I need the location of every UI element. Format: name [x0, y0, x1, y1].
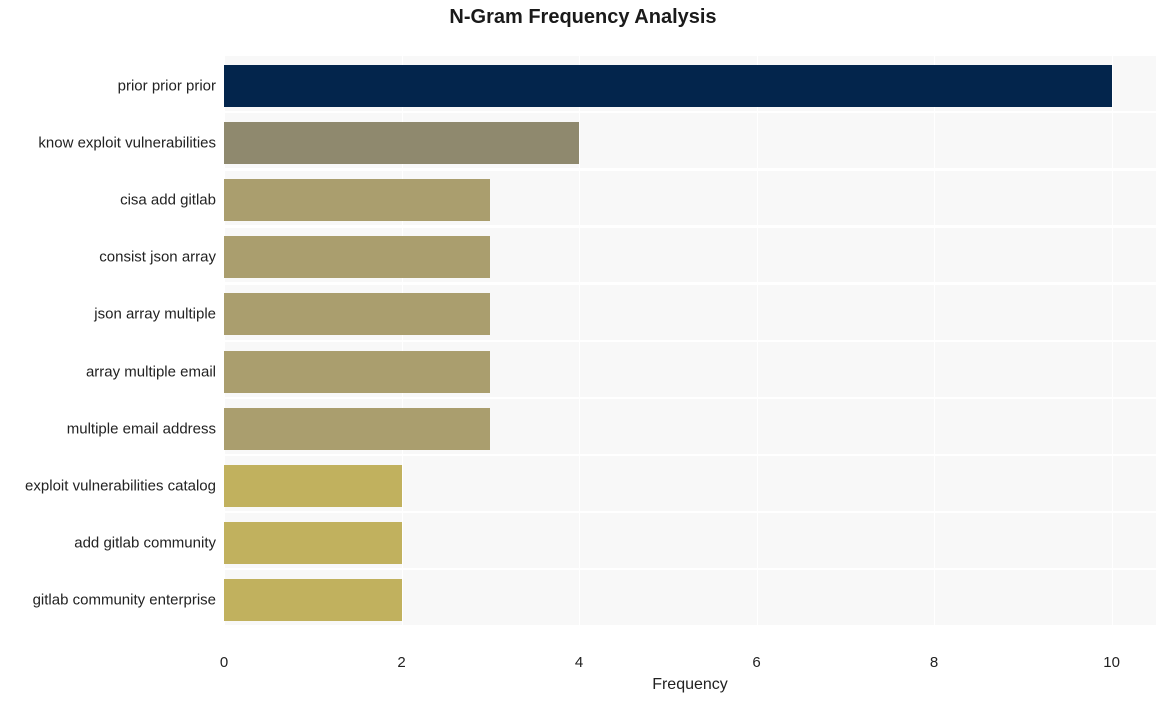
gridline — [757, 36, 758, 650]
bar — [224, 351, 490, 393]
y-tick-label: know exploit vulnerabilities — [6, 135, 216, 152]
x-axis-label: Frequency — [224, 676, 1156, 694]
gridline — [579, 36, 580, 650]
gridline — [1112, 36, 1113, 650]
gridline — [934, 36, 935, 650]
y-tick-label: array multiple email — [6, 363, 216, 380]
x-tick-label: 0 — [220, 654, 228, 671]
bar — [224, 293, 490, 335]
y-tick-label: multiple email address — [6, 420, 216, 437]
bar — [224, 122, 579, 164]
y-tick-label: add gitlab community — [6, 534, 216, 551]
bar — [224, 179, 490, 221]
bar — [224, 408, 490, 450]
bar — [224, 65, 1112, 107]
y-tick-label: prior prior prior — [6, 77, 216, 94]
y-tick-label: gitlab community enterprise — [6, 592, 216, 609]
y-tick-label: exploit vulnerabilities catalog — [6, 477, 216, 494]
chart-title: N-Gram Frequency Analysis — [0, 6, 1166, 29]
y-tick-label: json array multiple — [6, 306, 216, 323]
x-tick-label: 10 — [1103, 654, 1120, 671]
x-tick-label: 8 — [930, 654, 938, 671]
bar — [224, 522, 402, 564]
ngram-frequency-chart: N-Gram Frequency Analysis Frequency prio… — [0, 0, 1166, 701]
y-tick-label: consist json array — [6, 249, 216, 266]
x-tick-label: 4 — [575, 654, 583, 671]
bar — [224, 465, 402, 507]
bar — [224, 236, 490, 278]
plot-area — [224, 36, 1156, 650]
bar — [224, 579, 402, 621]
x-tick-label: 2 — [397, 654, 405, 671]
y-tick-label: cisa add gitlab — [6, 192, 216, 209]
x-tick-label: 6 — [752, 654, 760, 671]
